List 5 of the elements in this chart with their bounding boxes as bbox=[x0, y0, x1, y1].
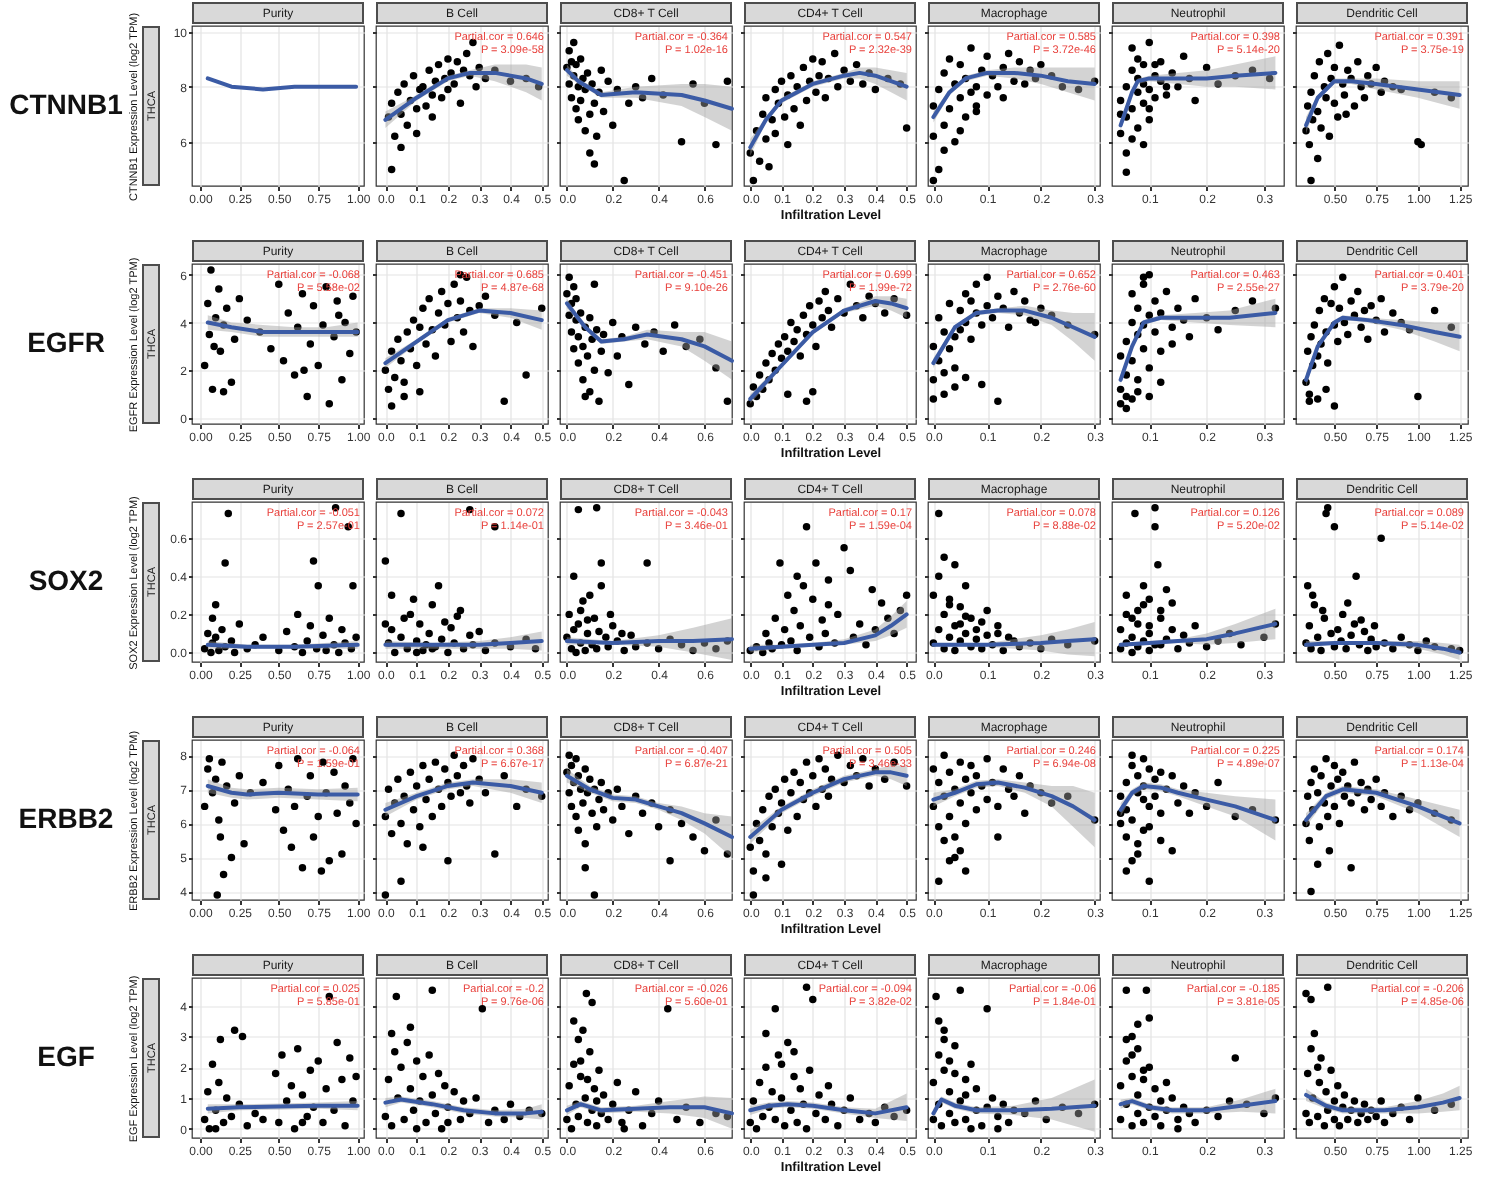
text: EGF bbox=[37, 1040, 96, 1072]
text: ERBB2 bbox=[18, 802, 114, 834]
text: CTNNB1 bbox=[9, 88, 124, 120]
text: EGFR bbox=[27, 326, 105, 358]
text: SOX2 bbox=[28, 564, 104, 596]
